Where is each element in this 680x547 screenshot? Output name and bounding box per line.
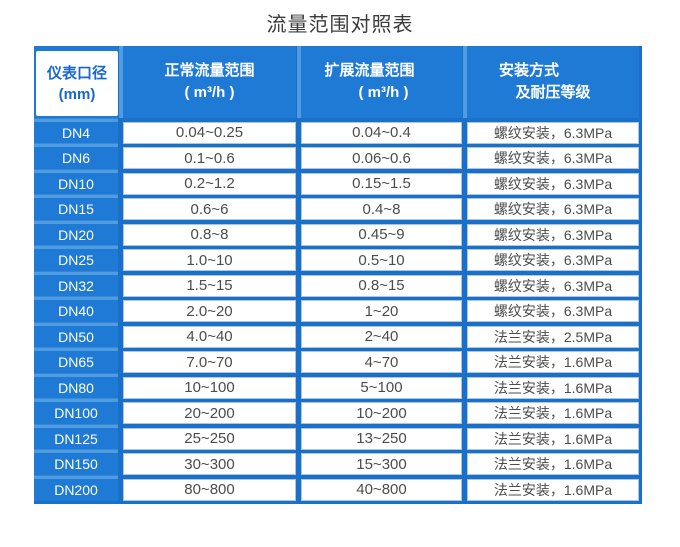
row-install-cell: 螺纹安装，6.3MPa <box>467 172 639 195</box>
row-install-cell: 法兰安装，1.6MPa <box>467 351 639 373</box>
header-cell-diameter: 仪表口径 (mm) <box>34 46 118 118</box>
diameter-header-line2: (mm) <box>58 85 96 103</box>
row-install-cell: 法兰安装，1.6MPa <box>467 478 639 501</box>
row-extended-range-cell: 0.5~10 <box>301 249 462 271</box>
row-normal-range-cell: 0.2~1.2 <box>123 172 296 195</box>
diameter-header-line1: 仪表口径 <box>46 64 107 82</box>
row-dn-cell: DN50 <box>34 325 118 348</box>
row-normal-range-cell: 0.6~6 <box>123 198 296 220</box>
row-extended-range-cell: 40~800 <box>301 478 462 501</box>
row-dn-cell: DN80 <box>34 376 118 399</box>
normal-range-header-line2: ( m³/h ) <box>184 84 235 101</box>
row-install-cell: 法兰安装，1.6MPa <box>467 376 639 399</box>
row-install-cell: 法兰安装，1.6MPa <box>467 427 639 450</box>
row-normal-range-cell: 30~300 <box>123 453 296 475</box>
row-dn-cell: DN125 <box>34 427 118 450</box>
extended-range-header-line1: 扩展流量范围 <box>324 62 415 79</box>
header-cell-install: 安装方式 及耐压等级 <box>467 46 639 118</box>
row-normal-range-cell: 1.5~15 <box>123 274 296 297</box>
row-normal-range-cell: 1.0~10 <box>123 249 296 271</box>
row-extended-range-cell: 2~40 <box>301 325 462 348</box>
header-cell-normal-range: 正常流量范围 ( m³/h ) <box>123 46 296 118</box>
row-dn-cell: DN25 <box>34 249 118 271</box>
row-extended-range-cell: 5~100 <box>301 376 462 399</box>
row-install-cell: 螺纹安装，6.3MPa <box>467 249 639 271</box>
row-normal-range-cell: 0.04~0.25 <box>123 121 296 144</box>
row-dn-cell: DN20 <box>34 223 118 246</box>
row-extended-range-cell: 1~20 <box>301 300 462 322</box>
row-install-cell: 法兰安装，1.6MPa <box>467 453 639 475</box>
row-install-cell: 螺纹安装，6.3MPa <box>467 198 639 220</box>
row-dn-cell: DN40 <box>34 300 118 322</box>
row-dn-cell: DN100 <box>34 402 118 424</box>
row-normal-range-cell: 10~100 <box>123 376 296 399</box>
install-header-line1: 安装方式 <box>498 62 559 79</box>
page-title: 流量范围对照表 <box>266 14 414 36</box>
row-extended-range-cell: 13~250 <box>301 427 462 450</box>
flow-range-table: 仪表口径 (mm) 正常流量范围 ( m³/h ) 扩展流量范围 ( m³/h … <box>34 46 642 504</box>
row-install-cell: 螺纹安装，6.3MPa <box>467 274 639 297</box>
row-normal-range-cell: 20~200 <box>123 402 296 424</box>
row-normal-range-cell: 4.0~40 <box>123 325 296 348</box>
row-install-cell: 螺纹安装，6.3MPa <box>467 147 639 169</box>
extended-range-header-line2: ( m³/h ) <box>358 84 409 101</box>
row-extended-range-cell: 4~70 <box>301 351 462 373</box>
row-dn-cell: DN10 <box>34 172 118 195</box>
row-dn-cell: DN32 <box>34 274 118 297</box>
row-normal-range-cell: 0.1~0.6 <box>123 147 296 169</box>
install-header-line2: 及耐压等级 <box>515 84 591 101</box>
row-install-cell: 螺纹安装，6.3MPa <box>467 121 639 144</box>
row-extended-range-cell: 0.45~9 <box>301 223 462 246</box>
row-extended-range-cell: 15~300 <box>301 453 462 475</box>
row-dn-cell: DN200 <box>34 478 118 501</box>
row-extended-range-cell: 0.15~1.5 <box>301 172 462 195</box>
row-normal-range-cell: 7.0~70 <box>123 351 296 373</box>
diameter-header-box: 仪表口径 (mm) <box>36 51 118 116</box>
row-extended-range-cell: 0.4~8 <box>301 198 462 220</box>
normal-range-header-line1: 正常流量范围 <box>164 62 255 79</box>
row-extended-range-cell: 0.04~0.4 <box>301 121 462 144</box>
row-install-cell: 法兰安装，1.6MPa <box>467 402 639 424</box>
row-install-cell: 螺纹安装，6.3MPa <box>467 300 639 322</box>
row-normal-range-cell: 25~250 <box>123 427 296 450</box>
row-dn-cell: DN150 <box>34 453 118 475</box>
row-normal-range-cell: 0.8~8 <box>123 223 296 246</box>
row-normal-range-cell: 2.0~20 <box>123 300 296 322</box>
row-extended-range-cell: 0.8~15 <box>301 274 462 297</box>
row-dn-cell: DN4 <box>34 121 118 144</box>
row-normal-range-cell: 80~800 <box>123 478 296 501</box>
row-dn-cell: DN6 <box>34 147 118 169</box>
header-cell-extended-range: 扩展流量范围 ( m³/h ) <box>301 46 462 118</box>
row-dn-cell: DN65 <box>34 351 118 373</box>
row-extended-range-cell: 0.06~0.6 <box>301 147 462 169</box>
row-extended-range-cell: 10~200 <box>301 402 462 424</box>
row-install-cell: 螺纹安装，6.3MPa <box>467 223 639 246</box>
row-dn-cell: DN15 <box>34 198 118 220</box>
row-install-cell: 法兰安装，2.5MPa <box>467 325 639 348</box>
